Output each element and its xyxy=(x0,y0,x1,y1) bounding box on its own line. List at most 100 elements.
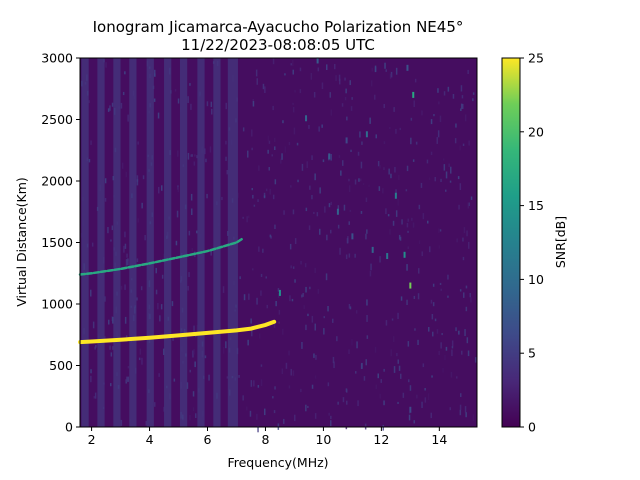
y-tick-label: 1000 xyxy=(41,297,73,312)
noise-cell xyxy=(465,412,467,418)
noise-cell xyxy=(111,225,114,231)
noise-cell xyxy=(301,342,303,349)
noise-cell xyxy=(430,412,432,419)
noise-cell xyxy=(437,130,440,138)
x-tick-label: 4 xyxy=(146,432,154,447)
noise-cell xyxy=(177,187,180,193)
noise-cell xyxy=(292,107,295,113)
noise-cell xyxy=(313,353,315,358)
noise-cell xyxy=(319,228,321,235)
noise-cell xyxy=(429,246,431,253)
noise-cell xyxy=(443,164,446,171)
noise-cell xyxy=(351,97,353,100)
noise-cell xyxy=(440,178,442,182)
noise-cell xyxy=(469,293,471,298)
noise-cell xyxy=(346,400,348,405)
noise-cell xyxy=(264,86,266,93)
noise-cell xyxy=(354,253,356,258)
noise-cell xyxy=(412,222,415,228)
noise-cell xyxy=(250,318,252,324)
noise-cell xyxy=(455,123,457,128)
noise-cell xyxy=(406,299,408,305)
noise-cell xyxy=(354,179,357,185)
noise-cell xyxy=(399,127,401,131)
noise-cell xyxy=(399,236,402,241)
noise-cell xyxy=(282,328,284,335)
noise-cell xyxy=(313,211,315,214)
noise-cell xyxy=(314,267,316,274)
noise-cell xyxy=(378,186,381,191)
noise-cell xyxy=(439,229,442,232)
noise-cell xyxy=(374,66,377,72)
noise-cell xyxy=(289,243,292,250)
noise-cell xyxy=(225,341,227,349)
noise-cell xyxy=(418,240,421,245)
noise-cell xyxy=(398,234,401,240)
noise-cell xyxy=(413,100,415,107)
noise-cell xyxy=(346,389,348,393)
noise-cell xyxy=(470,297,472,303)
noise-cell xyxy=(349,306,352,310)
noise-cell xyxy=(449,407,451,411)
noise-cell xyxy=(410,117,413,121)
noise-cell xyxy=(321,82,324,90)
noise-cell xyxy=(188,272,190,278)
noise-cell xyxy=(292,209,295,215)
noise-cell xyxy=(472,98,474,102)
noise-cell xyxy=(88,159,91,163)
noise-cell xyxy=(192,407,195,411)
noise-cell xyxy=(93,396,96,399)
noise-cell xyxy=(260,290,262,296)
noise-cell xyxy=(211,108,213,115)
noise-cell xyxy=(136,179,139,186)
noise-cell xyxy=(328,203,331,208)
noise-cell xyxy=(333,361,335,369)
echo-speckle xyxy=(278,289,281,296)
x-tick-label: 10 xyxy=(315,432,331,447)
noise-cell xyxy=(407,246,409,249)
noise-cell xyxy=(268,167,270,171)
noise-cell xyxy=(464,114,467,122)
noise-cell xyxy=(300,260,302,265)
noise-cell xyxy=(461,350,463,355)
noise-cell xyxy=(361,141,363,145)
colorbar xyxy=(501,57,521,428)
noise-cell xyxy=(348,185,351,192)
noise-cell xyxy=(243,294,246,301)
noise-cell xyxy=(266,304,268,309)
noise-cell xyxy=(292,60,294,67)
noise-cell xyxy=(265,276,267,279)
noise-cell xyxy=(124,316,127,324)
noise-cell xyxy=(385,69,387,72)
noise-cell xyxy=(316,212,319,217)
noise-cell xyxy=(408,379,410,383)
noise-cell xyxy=(307,405,309,408)
interference-band xyxy=(213,58,221,427)
noise-cell xyxy=(242,127,245,132)
noise-cell xyxy=(314,173,316,181)
noise-cell xyxy=(426,159,429,164)
noise-cell xyxy=(433,114,435,117)
noise-cell xyxy=(311,195,313,200)
noise-cell xyxy=(209,146,212,153)
noise-cell xyxy=(385,320,388,326)
noise-cell xyxy=(436,329,439,334)
noise-cell xyxy=(141,357,143,365)
noise-cell xyxy=(401,219,403,225)
noise-cell xyxy=(193,349,195,355)
noise-cell xyxy=(417,293,420,300)
noise-cell xyxy=(226,376,229,379)
noise-cell xyxy=(284,73,286,76)
noise-cell xyxy=(434,177,436,182)
noise-cell xyxy=(288,385,291,389)
noise-cell xyxy=(383,104,385,109)
noise-cell xyxy=(449,180,452,183)
heatmap-background xyxy=(80,58,477,427)
noise-cell xyxy=(222,286,225,293)
noise-cell xyxy=(391,318,394,321)
noise-cell xyxy=(204,355,207,359)
noise-cell xyxy=(344,77,346,81)
noise-cell xyxy=(90,375,92,383)
noise-cell xyxy=(192,350,194,358)
noise-cell xyxy=(303,305,305,309)
